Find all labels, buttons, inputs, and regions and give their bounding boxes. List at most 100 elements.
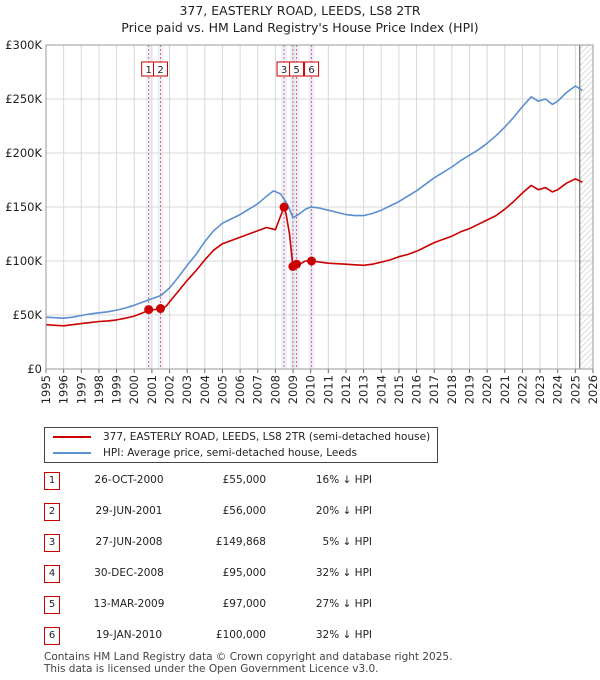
row-price: £55,000	[222, 474, 266, 486]
y-tick-label: £50K	[13, 308, 43, 322]
table-row: 4 30-DEC-2008 £95,000 32% ↓ HPI	[44, 565, 464, 583]
x-tick-label: 2011	[321, 375, 335, 404]
y-tick-label: £200K	[5, 146, 42, 160]
y-axis-ticks: £0 £50K £100K £150K £200K £250K £300K	[5, 38, 42, 376]
legend-label-hpi: HPI: Average price, semi-detached house,…	[103, 447, 357, 459]
x-tick-label: 2006	[233, 375, 247, 404]
sale-marker-label: 6	[308, 65, 314, 76]
y-tick-label: £100K	[5, 254, 42, 268]
legend-item-hpi: HPI: Average price, semi-detached house,…	[53, 445, 357, 461]
x-tick-label: 1997	[74, 375, 88, 404]
x-tick-label: 2001	[145, 375, 159, 404]
hpi-line	[45, 85, 583, 319]
table-row: 2 29-JUN-2001 £56,000 20% ↓ HPI	[44, 503, 464, 521]
row-price: £100,000	[215, 629, 266, 641]
x-tick-label: 2009	[286, 375, 300, 404]
row-date: 29-JUN-2001	[95, 505, 163, 517]
x-tick-label: 2025	[568, 375, 582, 404]
x-tick-label: 2008	[268, 375, 282, 404]
sale-marker-label: 1	[146, 65, 152, 76]
row-number: 6	[44, 627, 60, 645]
x-tick-label: 2015	[392, 375, 406, 404]
x-tick-label: 1999	[110, 375, 124, 404]
legend-item-property: 377, EASTERLY ROAD, LEEDS, LS8 2TR (semi…	[53, 429, 430, 445]
y-tick-label: £250K	[5, 92, 42, 106]
x-tick-label: 2022	[515, 375, 529, 404]
x-tick-label: 2012	[339, 375, 353, 404]
sale-points	[144, 202, 317, 315]
x-tick-label: 2016	[410, 375, 424, 404]
row-date: 13-MAR-2009	[93, 598, 165, 610]
x-axis-ticks: 1995 1996 1997 1998 1999 2000 2001 2002 2003 2004…	[39, 369, 600, 404]
row-number: 3	[44, 534, 60, 552]
table-row: 5 13-MAR-2009 £97,000 27% ↓ HPI	[44, 596, 464, 614]
sale-point	[144, 305, 154, 315]
x-tick-label: 2003	[180, 375, 194, 404]
x-tick-label: 2020	[480, 375, 494, 404]
x-tick-label: 1998	[92, 375, 106, 404]
x-tick-label: 2002	[163, 375, 177, 404]
row-price: £56,000	[222, 505, 266, 517]
y-tick-label: £150K	[5, 200, 42, 214]
x-tick-label: 2023	[533, 375, 547, 404]
forecast-region	[579, 45, 593, 369]
x-tick-label: 2014	[374, 375, 388, 404]
x-tick-label: 2005	[215, 375, 229, 404]
row-price: £97,000	[222, 598, 266, 610]
y-tick-label: £300K	[5, 38, 42, 52]
row-hpi: 27% ↓ HPI	[315, 598, 372, 610]
legend-swatch-property	[53, 436, 91, 438]
x-tick-label: 2013	[357, 375, 371, 404]
x-tick-label: 2019	[462, 375, 476, 404]
row-hpi: 20% ↓ HPI	[315, 505, 372, 517]
x-tick-label: 2000	[127, 375, 141, 404]
sale-marker-label: 5	[293, 65, 299, 76]
sale-point	[156, 304, 166, 314]
row-number: 4	[44, 565, 60, 583]
row-date: 27-JUN-2008	[95, 536, 163, 548]
row-date: 19-JAN-2010	[95, 629, 163, 641]
row-number: 1	[44, 472, 60, 490]
x-tick-label: 2017	[427, 375, 441, 404]
x-tick-label: 2026	[586, 375, 600, 404]
x-tick-label: 2024	[551, 375, 565, 404]
x-tick-label: 2007	[251, 375, 265, 404]
chart-subtitle: Price paid vs. HM Land Registry's House …	[121, 20, 479, 35]
x-tick-label: 1996	[57, 375, 71, 404]
row-number: 5	[44, 596, 60, 614]
row-date: 30-DEC-2008	[94, 567, 164, 579]
legend-label-property: 377, EASTERLY ROAD, LEEDS, LS8 2TR (semi…	[103, 431, 431, 443]
row-price: £95,000	[222, 567, 266, 579]
legend: 377, EASTERLY ROAD, LEEDS, LS8 2TR (semi…	[44, 427, 438, 463]
row-hpi: 32% ↓ HPI	[315, 567, 372, 579]
footer-licence: This data is licensed under the Open Gov…	[44, 663, 379, 675]
plot-frame	[45, 44, 594, 370]
row-hpi: 5% ↓ HPI	[322, 536, 372, 548]
forecast-hatch	[579, 45, 593, 369]
x-tick-label: 2004	[198, 375, 212, 404]
sale-point	[292, 259, 302, 269]
row-date: 26-OCT-2000	[94, 474, 164, 486]
sale-marker-box	[304, 61, 320, 77]
sale-point	[279, 202, 289, 212]
table-row: 3 27-JUN-2008 £149,868 5% ↓ HPI	[44, 534, 464, 552]
x-tick-label: 2010	[304, 375, 318, 404]
x-tick-label: 1995	[39, 375, 53, 404]
table-row: 6 19-JAN-2010 £100,000 32% ↓ HPI	[44, 627, 464, 645]
sale-marker-label: 2	[157, 65, 163, 76]
sale-marker-box	[289, 61, 305, 77]
sale-marker-label: 3	[281, 65, 287, 76]
x-tick-label: 2021	[498, 375, 512, 404]
legend-swatch-hpi	[53, 452, 91, 454]
y-tick-label: £0	[27, 362, 42, 376]
footer: Contains HM Land Registry data © Crown c…	[44, 651, 452, 675]
row-hpi: 16% ↓ HPI	[315, 474, 372, 486]
chart-title: 377, EASTERLY ROAD, LEEDS, LS8 2TR	[179, 3, 421, 18]
row-number: 2	[44, 503, 60, 521]
row-hpi: 32% ↓ HPI	[315, 629, 372, 641]
sale-point	[307, 256, 317, 266]
sale-marker-box	[153, 61, 169, 77]
footer-copyright: Contains HM Land Registry data © Crown c…	[44, 651, 453, 663]
